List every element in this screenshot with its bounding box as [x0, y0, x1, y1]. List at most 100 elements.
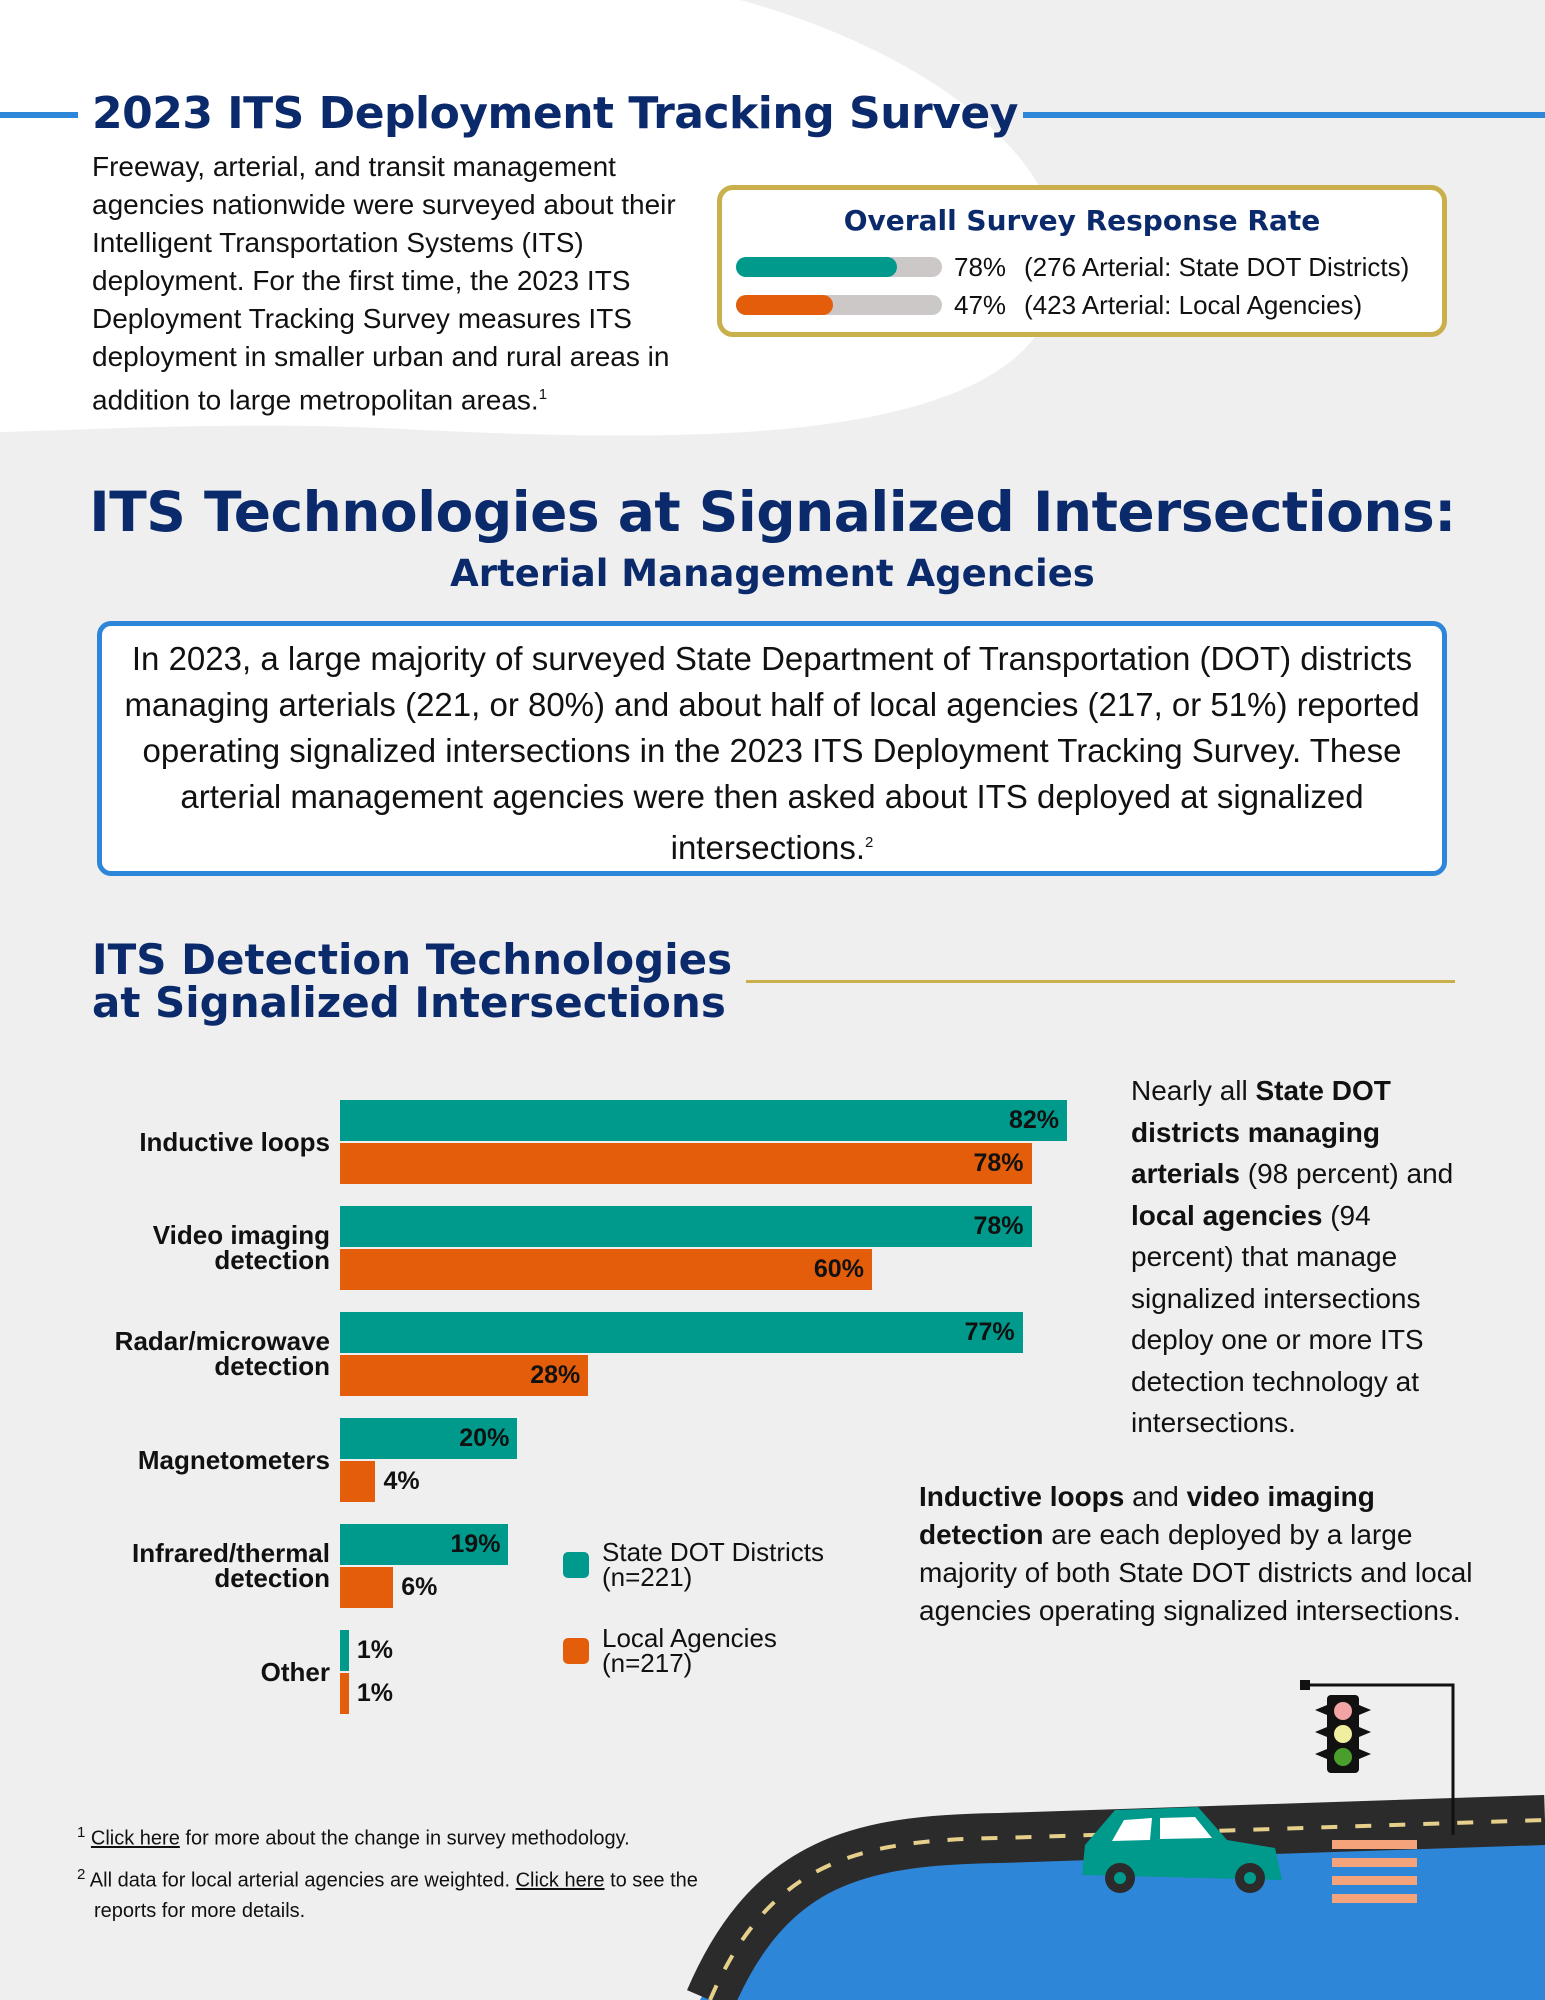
progress-fill — [736, 257, 897, 277]
footnote-2: 2 All data for local arterial agencies a… — [77, 1860, 717, 1926]
bar-state-5 — [340, 1630, 349, 1671]
category-label-line: detection — [214, 1245, 330, 1275]
bar-value-label: 1% — [356, 1636, 393, 1664]
category-label-line: Video imaging — [152, 1220, 330, 1250]
legend-swatch — [563, 1552, 589, 1578]
category-label: Other — [0, 1656, 330, 1687]
response-percent: 47% — [954, 289, 1007, 320]
intro-body: Freeway, arterial, and transit managemen… — [92, 151, 676, 416]
intro-text: Freeway, arterial, and transit managemen… — [92, 148, 702, 419]
note-state-dot: Nearly all State DOT districts managing … — [1131, 1070, 1471, 1444]
bar-value-label: 4% — [383, 1467, 420, 1495]
road-illustration — [687, 1680, 1545, 2000]
section-title: ITS Detection Technologies at Signalized … — [92, 938, 732, 1024]
bar-local-5 — [340, 1673, 349, 1714]
bar-value-label: 78% — [973, 1149, 1024, 1177]
bar-state-3 — [340, 1418, 518, 1459]
category-label: Radar/microwave detection — [0, 1326, 330, 1381]
note-text: (98 percent) and — [1239, 1158, 1454, 1189]
note-text: Nearly all — [1131, 1075, 1256, 1106]
note-bold: local agencies — [1131, 1199, 1323, 1231]
response-rate-title: Overall Survey Response Rate — [843, 204, 1321, 237]
bar-state-2 — [340, 1312, 1023, 1353]
category-label: Inductive loops — [0, 1126, 330, 1157]
bar-state-0 — [340, 1100, 1067, 1141]
section-title-line: ITS Detection Technologies — [92, 935, 733, 984]
footnote-text: All data for local arterial agencies are… — [89, 1869, 516, 1892]
bar-state-1 — [340, 1206, 1032, 1247]
progress-track — [736, 257, 942, 277]
legend-label-line: (n=217) — [602, 1648, 693, 1678]
bar-value-label: 19% — [450, 1530, 501, 1558]
bar-value-label: 82% — [1008, 1106, 1059, 1134]
bar-local-1 — [340, 1249, 872, 1290]
section-title-line: at Signalized Intersections — [92, 978, 726, 1027]
category-label-line: Radar/microwave — [114, 1326, 330, 1356]
car-icon — [1082, 1807, 1282, 1893]
note-text: (94 percent) that manage signalized inte… — [1131, 1199, 1424, 1439]
response-rate-box: Overall Survey Response Rate 78% (276 Ar… — [717, 185, 1447, 337]
bar-value-label: 1% — [356, 1679, 393, 1707]
bar-local-4 — [340, 1567, 394, 1608]
bar-value-label: 20% — [459, 1424, 510, 1452]
legend-label: Local Agencies (n=217) — [602, 1623, 777, 1678]
category-label: Infrared/thermal detection — [0, 1538, 330, 1593]
category-label-line: Magnetometers — [137, 1444, 330, 1475]
road-lane-marking — [708, 1818, 1545, 2000]
category-label: Video imaging detection — [0, 1220, 330, 1275]
section-rule — [746, 980, 1455, 983]
footnote-link[interactable]: Click here — [515, 1869, 605, 1892]
footnote-1: 1 Click here for more about the change i… — [77, 1818, 717, 1854]
footnote-ref: 1 — [538, 386, 548, 403]
footnote-link[interactable]: Click here — [90, 1827, 180, 1850]
category-label: Magnetometers — [0, 1444, 330, 1475]
progress-fill — [736, 295, 833, 315]
response-row-local: 47% (423 Arterial: Local Agencies) — [736, 290, 1362, 320]
title-rule-left — [0, 112, 78, 118]
bar-local-2 — [340, 1355, 589, 1396]
progress-track — [736, 295, 942, 315]
category-label-line: Infrared/thermal — [132, 1538, 330, 1568]
header-title: 2023 ITS Deployment Tracking Survey — [92, 88, 1018, 139]
response-row-state: 78% (276 Arterial: State DOT Districts) — [736, 252, 1409, 282]
callout-text: In 2023, a large majority of surveyed St… — [124, 640, 1420, 866]
footnote-text: to see the reports for more details. — [94, 1869, 698, 1922]
footnote-number: 1 — [77, 1824, 86, 1841]
legend-label-line: (n=221) — [602, 1562, 693, 1592]
legend-label-line: Local Agencies — [602, 1623, 777, 1653]
bar-value-label: 77% — [964, 1318, 1015, 1346]
note-text: and — [1124, 1481, 1187, 1512]
crosswalk — [1332, 1840, 1417, 1903]
bar-value-label: 6% — [401, 1573, 438, 1601]
footnote-ref: 2 — [865, 834, 874, 851]
title-rule-right — [1023, 112, 1545, 118]
detection-bar-chart: Inductive loops 82% 78% Video imaging detect… — [0, 1080, 1100, 1740]
note-bold: State DOT districts managing arterials — [1131, 1075, 1391, 1189]
legend-label-line: State DOT Districts — [602, 1537, 825, 1567]
category-label-line: Other — [260, 1656, 330, 1687]
legend-label: State DOT Districts (n=221) — [602, 1537, 825, 1592]
response-percent: 78% — [954, 251, 1007, 282]
footnote-text: for more about the change in survey meth… — [179, 1827, 630, 1850]
callout-box: In 2023, a large majority of surveyed St… — [97, 621, 1447, 876]
legend-swatch — [563, 1638, 589, 1664]
response-desc: (276 Arterial: State DOT Districts) — [1024, 251, 1410, 282]
traffic-light-icon — [1300, 1680, 1455, 1835]
category-label-line: Inductive loops — [139, 1126, 330, 1157]
page-subtitle: Arterial Management Agencies — [450, 552, 1095, 595]
bar-local-0 — [340, 1143, 1032, 1184]
note-inductive-video: Inductive loops and video imaging detect… — [919, 1478, 1479, 1630]
bar-value-label: 28% — [530, 1361, 581, 1389]
page-title: ITS Technologies at Signalized Intersect… — [89, 480, 1456, 544]
bar-state-4 — [340, 1524, 509, 1565]
bar-value-label: 78% — [973, 1212, 1024, 1240]
bar-value-label: 60% — [813, 1255, 864, 1283]
bar-local-3 — [340, 1461, 376, 1502]
response-desc: (423 Arterial: Local Agencies) — [1024, 289, 1363, 320]
category-label-line: detection — [214, 1563, 330, 1593]
footnote-number: 2 — [77, 1866, 86, 1883]
note-text: are each deployed by a large majority of… — [919, 1519, 1473, 1626]
note-bold: video imaging detection — [919, 1481, 1375, 1550]
category-label-line: detection — [214, 1351, 330, 1381]
note-bold: Inductive loops — [919, 1481, 1125, 1512]
